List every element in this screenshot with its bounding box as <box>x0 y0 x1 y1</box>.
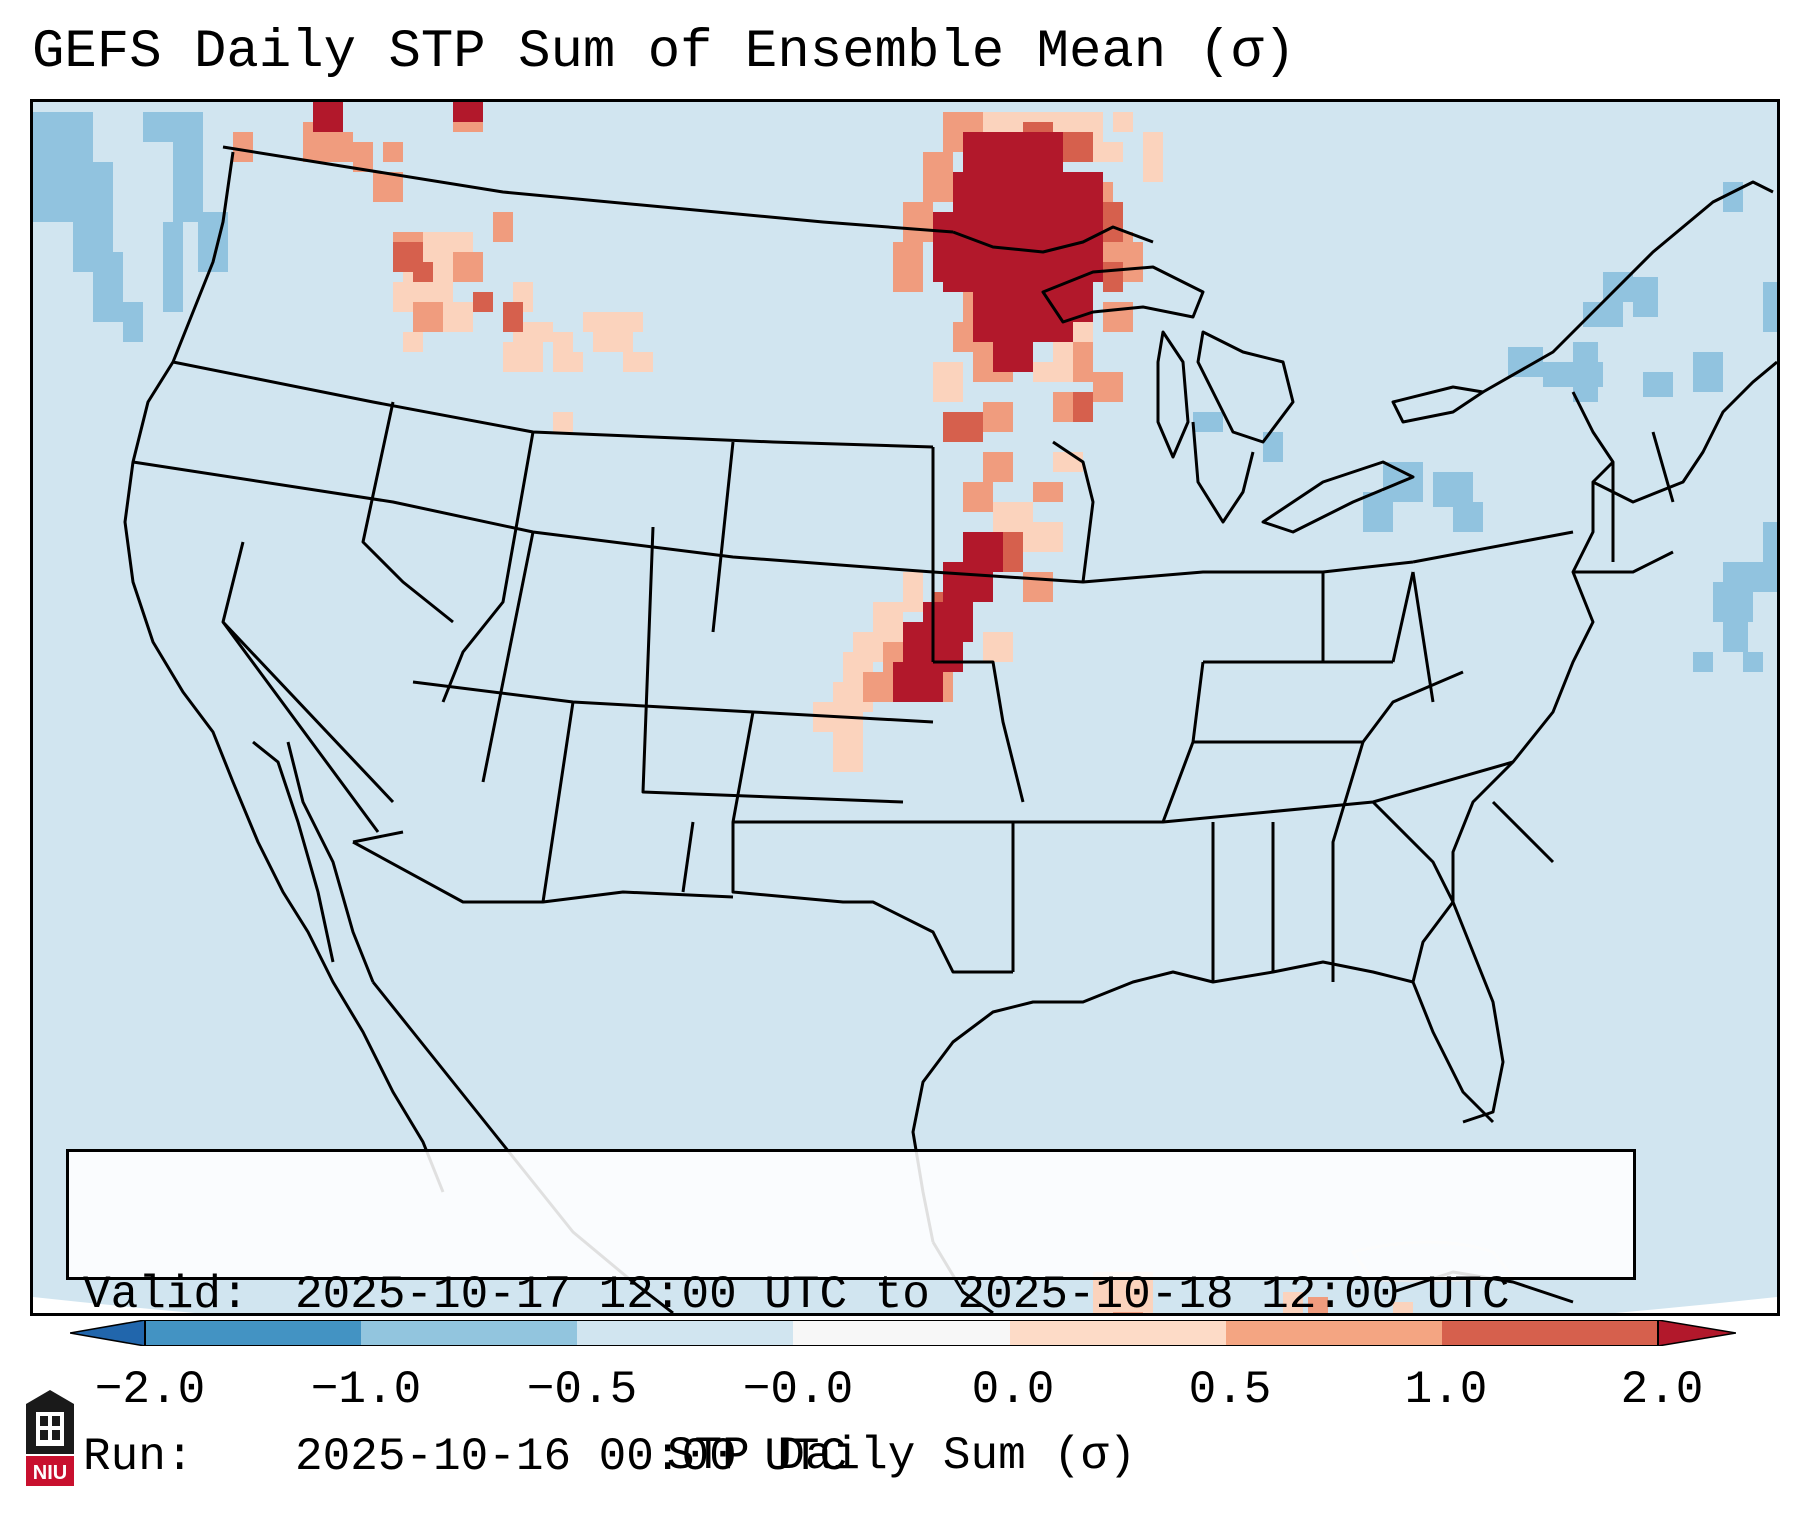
colorbar-segment <box>145 1320 361 1346</box>
page-title: GEFS Daily STP Sum of Ensemble Mean (σ) <box>32 22 1296 83</box>
colorbar-outline <box>144 1320 1659 1346</box>
colorbar-segment <box>1010 1320 1226 1346</box>
colorbar <box>70 1320 1736 1346</box>
colorbar-segment <box>1226 1320 1442 1346</box>
colorbar-tick: −0.5 <box>526 1364 638 1416</box>
negative-anomaly-cells <box>33 112 1777 672</box>
political-boundaries <box>123 145 1777 1313</box>
colorbar-tick: 0.5 <box>1188 1364 1272 1416</box>
colorbar-max-extend <box>1657 1320 1736 1346</box>
valid-value: 2025-10-17 12:00 UTC to 2025-10-18 12:00… <box>295 1269 1510 1321</box>
niu-logo: NIU <box>26 1390 74 1486</box>
run-value: 2025-10-16 00:00 UTC <box>295 1431 848 1483</box>
colorbar-tick: 0.0 <box>971 1364 1055 1416</box>
colorbar-segment <box>361 1320 577 1346</box>
map-canvas <box>33 102 1777 1313</box>
logo-text: NIU <box>33 1462 67 1484</box>
projection-area <box>33 102 1777 1313</box>
colorbar-segment <box>1442 1320 1658 1346</box>
map-panel <box>30 99 1780 1316</box>
colorbar-tick: 2.0 <box>1620 1364 1704 1416</box>
colorbar-label: STP Daily Sum (σ) <box>666 1430 1137 1482</box>
run-label: Run: <box>83 1431 194 1483</box>
colorbar-min-extend <box>70 1320 146 1346</box>
max-positive-cells <box>313 102 1103 702</box>
colorbar-tick: 1.0 <box>1404 1364 1488 1416</box>
colorbar-segment <box>793 1320 1010 1346</box>
colorbar-tick: −0.0 <box>742 1364 854 1416</box>
colorbar-tick: −2.0 <box>94 1364 206 1416</box>
colorbar-segment <box>577 1320 793 1346</box>
colorbar-tick: −1.0 <box>310 1364 422 1416</box>
valid-run-box: Valid: 2025-10-17 12:00 UTC to 2025-10-18… <box>66 1149 1636 1483</box>
valid-label: Valid: <box>83 1269 249 1321</box>
